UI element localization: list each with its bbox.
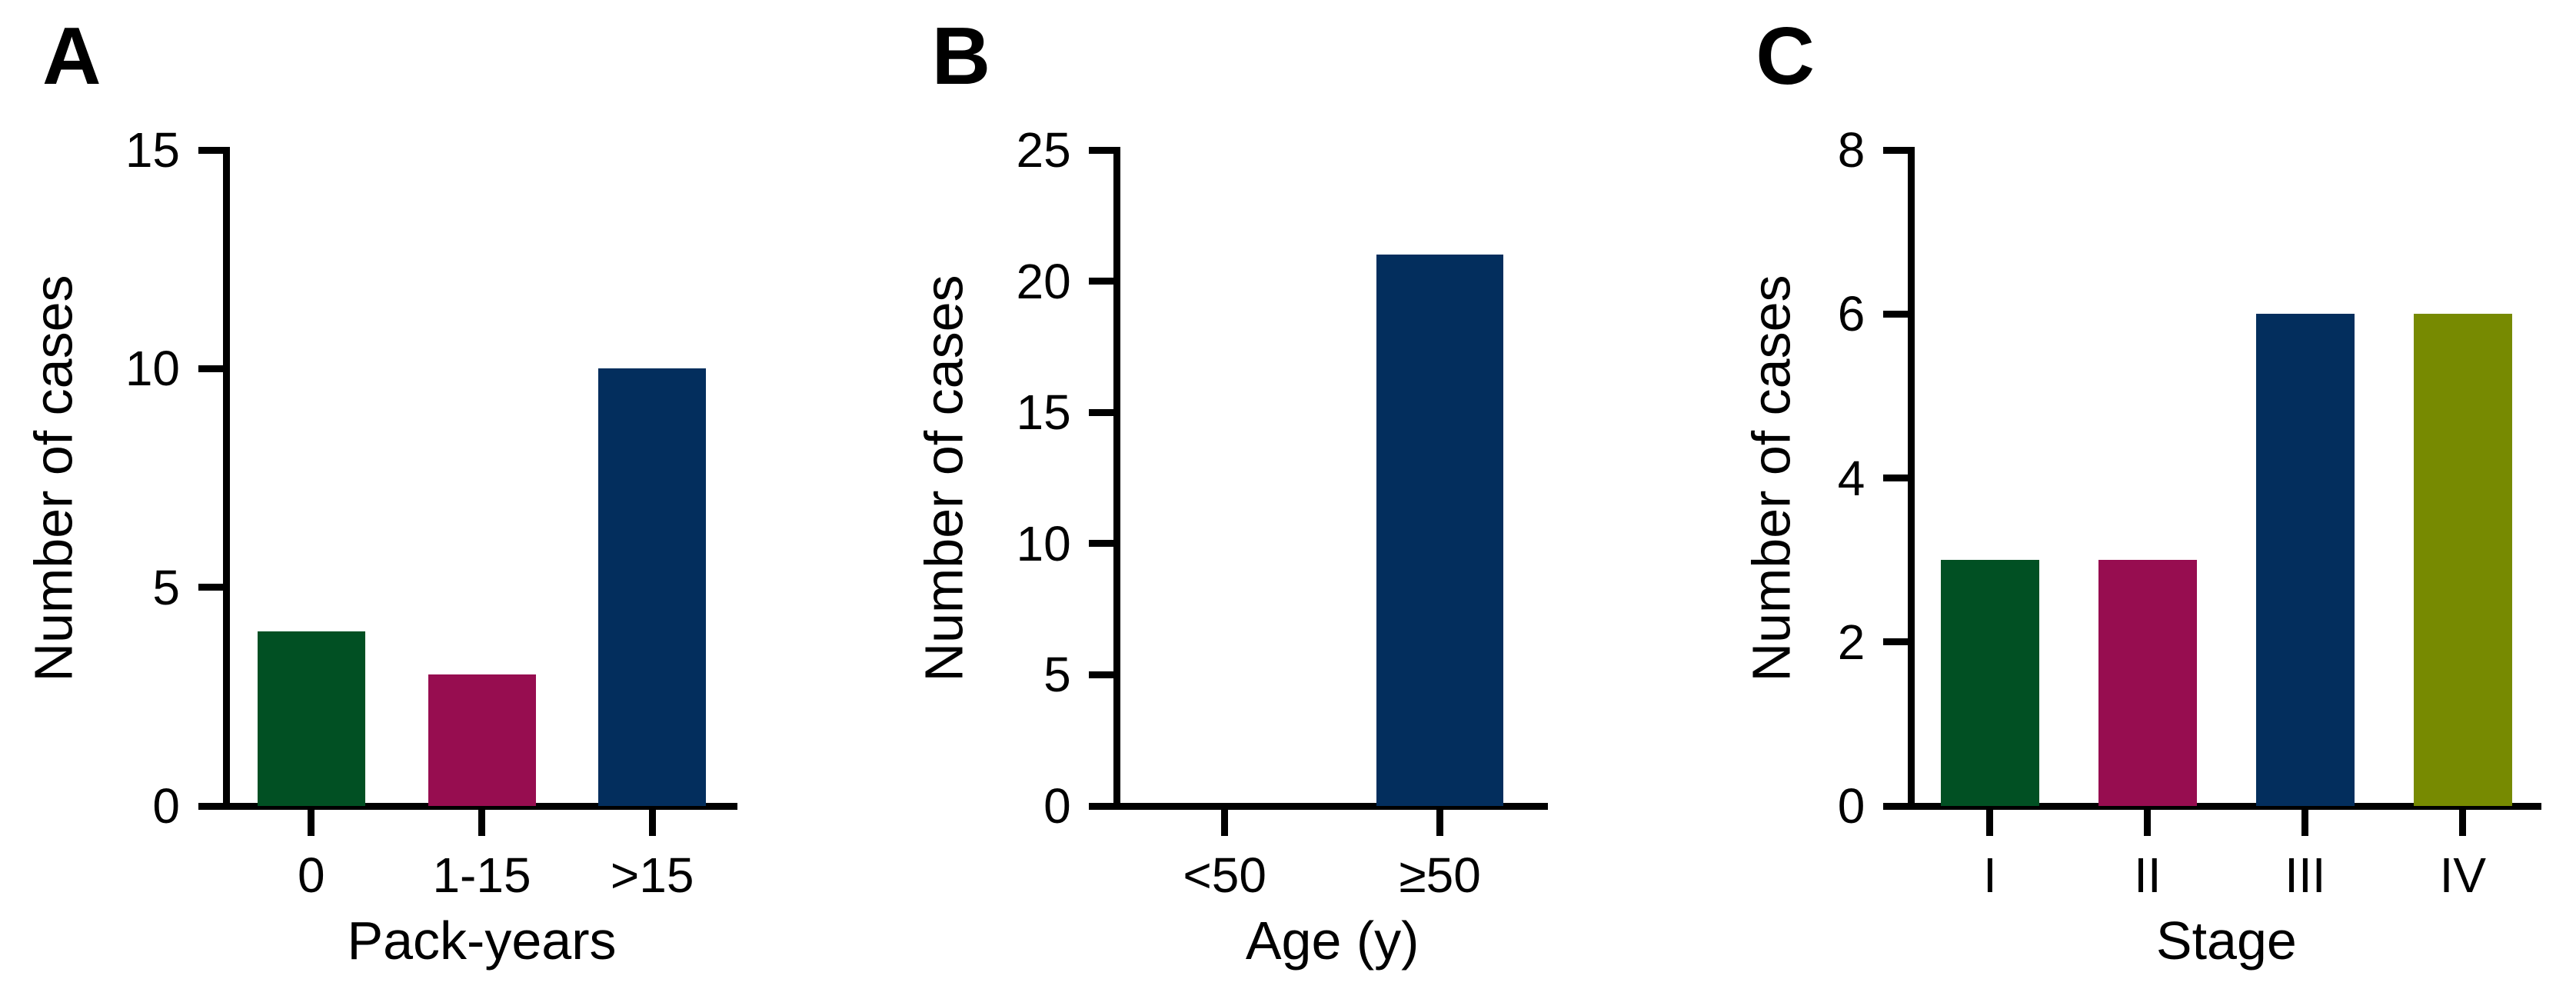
y-tick-label: 8	[1837, 122, 1865, 178]
y-tick-mark	[198, 802, 223, 810]
y-tick-mark	[1882, 310, 1908, 318]
y-tick-label: 5	[1043, 647, 1071, 703]
panel-c: C Number of cases Stage 0 2 4 6 8 I II III IV	[1717, 0, 2576, 999]
bar-0	[257, 631, 365, 806]
y-tick-mark	[1882, 802, 1908, 810]
y-axis-title-b: Number of cases	[914, 274, 974, 682]
x-axis-line	[1907, 802, 2542, 810]
y-tick-mark	[1089, 802, 1114, 810]
bar->15	[598, 368, 707, 806]
y-axis-title-box-a: Number of cases	[12, 150, 96, 806]
panel-a: A Number of cases Pack-years 0 5 10 15 0 1-15…	[0, 0, 859, 999]
y-tick-label: 4	[1837, 450, 1865, 506]
y-tick-mark	[1882, 475, 1908, 481]
x-category-label: <50	[1183, 847, 1266, 903]
y-axis-line	[1113, 146, 1121, 810]
plot-area-c: Stage 0 2 4 6 8 I II III IV	[1838, 122, 2542, 967]
x-tick-mark	[1436, 809, 1444, 836]
panel-label-a: A	[42, 11, 102, 102]
x-tick-mark	[2144, 809, 2152, 836]
y-tick-mark	[1089, 540, 1114, 548]
y-axis-line	[222, 146, 230, 810]
x-category-label: II	[2134, 847, 2162, 903]
x-tick-mark	[2301, 809, 2309, 836]
y-tick-mark	[198, 365, 223, 372]
x-category-label: ≥50	[1399, 847, 1481, 903]
x-tick-mark	[648, 809, 656, 836]
x-category-label: III	[2285, 847, 2326, 903]
y-tick-label: 25	[1016, 122, 1071, 178]
x-category-label: 0	[298, 847, 325, 903]
bar-1-15	[428, 674, 536, 806]
x-axis-line	[1113, 802, 1548, 810]
x-tick-mark	[1986, 809, 1994, 836]
x-tick-mark	[308, 809, 315, 836]
y-tick-label: 20	[1016, 253, 1071, 309]
x-category-label: IV	[2439, 847, 2487, 903]
y-tick-label: 15	[125, 122, 180, 178]
x-axis-title-c: Stage	[2155, 911, 2297, 971]
y-tick-mark	[198, 584, 223, 591]
y-tick-label: 2	[1837, 614, 1865, 670]
x-tick-mark	[1221, 809, 1229, 836]
y-tick-label: 0	[152, 778, 180, 834]
bar-≥50	[1376, 255, 1504, 806]
x-category-label: >15	[610, 847, 694, 903]
x-category-label: 1-15	[432, 847, 531, 903]
y-tick-mark	[1089, 671, 1114, 678]
x-axis-title-a: Pack-years	[347, 911, 617, 971]
x-axis-title-b: Age (y)	[1245, 911, 1419, 971]
bar-III	[2255, 314, 2355, 806]
y-tick-mark	[1089, 278, 1114, 285]
y-tick-mark	[1882, 146, 1908, 154]
y-tick-mark	[1089, 146, 1114, 154]
x-tick-mark	[2459, 809, 2467, 836]
panel-label-c: C	[1756, 11, 1815, 102]
bar-IV	[2413, 314, 2512, 806]
y-axis-title-a: Number of cases	[24, 274, 85, 682]
y-tick-label: 15	[1016, 385, 1071, 441]
bar-I	[1940, 560, 2039, 806]
y-tick-label: 0	[1043, 778, 1071, 834]
y-tick-label: 10	[125, 341, 180, 397]
y-axis-line	[1907, 146, 1915, 810]
y-tick-mark	[198, 146, 223, 154]
y-tick-mark	[1882, 638, 1908, 646]
x-axis-line	[222, 802, 737, 810]
y-tick-label: 5	[152, 559, 180, 615]
y-tick-mark	[1089, 408, 1114, 416]
y-tick-label: 6	[1837, 286, 1865, 342]
plot-area-b: Age (y) 0 5 10 15 20 25 <50 ≥50	[1016, 122, 1548, 967]
y-tick-label: 0	[1837, 778, 1865, 834]
bar-II	[2098, 560, 2197, 806]
panel-label-b: B	[931, 11, 991, 102]
panel-b: B Number of cases Age (y) 0 5 10 15 20 25 <50 ≥…	[859, 0, 1718, 999]
y-tick-label: 10	[1016, 515, 1071, 571]
plot-area-a: Pack-years 0 5 10 15 0 1-15 >15	[125, 122, 737, 967]
y-axis-title-box-b: Number of cases	[902, 150, 987, 806]
x-category-label: I	[1982, 847, 1997, 903]
x-tick-mark	[478, 809, 485, 836]
